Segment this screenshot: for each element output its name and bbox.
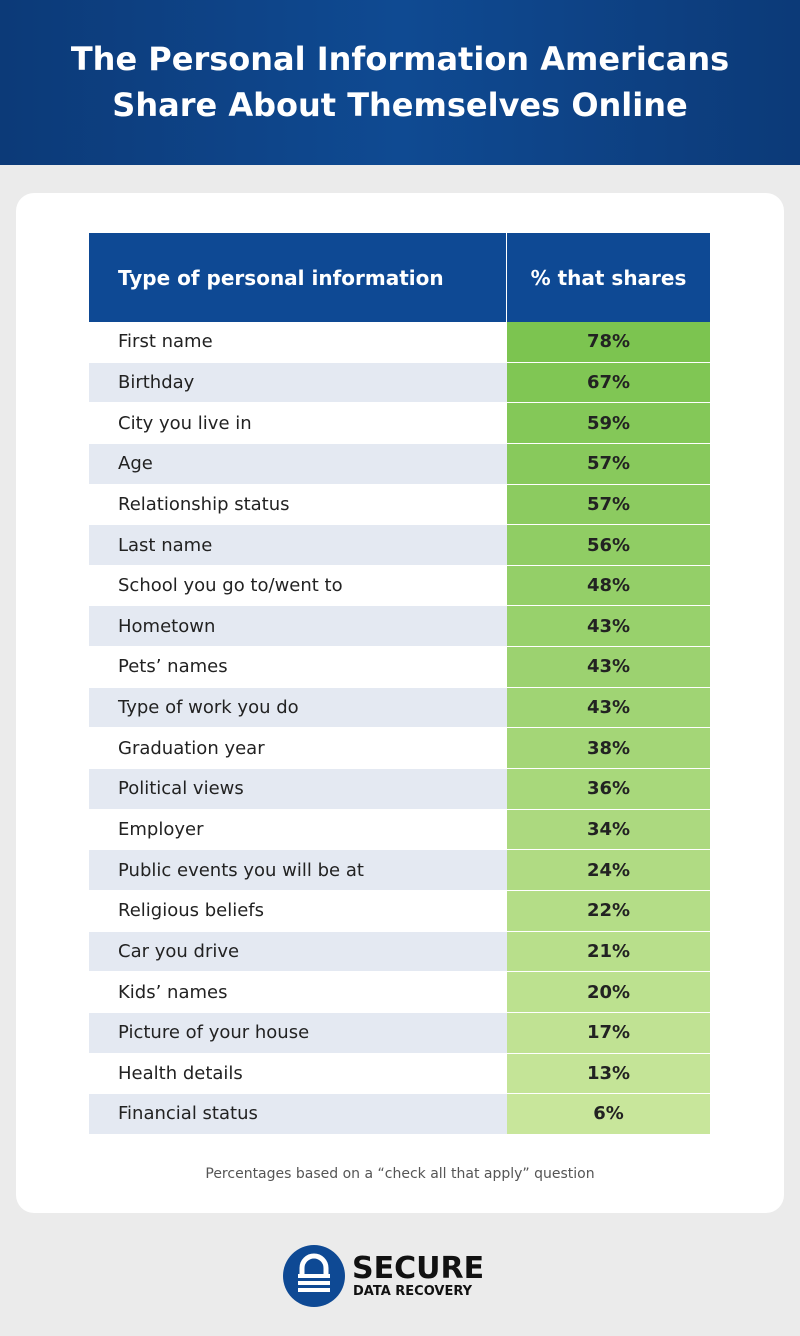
table-row: Relationship status 57% <box>89 484 710 526</box>
info-type: Birthday <box>89 362 507 404</box>
share-percent: 57% <box>507 484 710 526</box>
table-row: School you go to/went to 48% <box>89 565 710 607</box>
table-row: Kids’ names 20% <box>89 972 710 1013</box>
share-percent: 20% <box>507 972 710 1013</box>
info-type: Pets’ names <box>89 647 507 688</box>
info-type: Car you drive <box>89 931 507 973</box>
column-header: Type of personal information <box>89 233 507 322</box>
table-row: First name 78% <box>89 322 710 363</box>
title-line: The Personal Information Americans <box>70 40 730 78</box>
table-row: Last name 56% <box>89 525 710 566</box>
info-type: Type of work you do <box>89 687 507 729</box>
table: Type of personal information % that shar… <box>89 233 710 1135</box>
info-type: Picture of your house <box>89 1012 507 1054</box>
column-header: % that shares <box>530 265 687 290</box>
table-row: Picture of your house 17% <box>89 1012 710 1054</box>
footnote: Percentages based on a “check all that a… <box>205 1166 595 1182</box>
info-type: Public events you will be at <box>89 850 507 891</box>
table-row: Public events you will be at 24% <box>89 850 710 891</box>
info-type: Financial status <box>89 1094 507 1135</box>
table-row: City you live in 59% <box>89 403 710 444</box>
header: The Personal Information Americans Share… <box>0 0 800 165</box>
share-percent: 34% <box>507 809 710 851</box>
logo: SECURE DATA RECOVERY <box>283 1245 484 1307</box>
share-percent: 17% <box>507 1012 710 1054</box>
title-line: Share About Themselves Online <box>112 86 688 124</box>
share-percent: 6% <box>507 1094 710 1135</box>
share-percent: 59% <box>507 403 710 444</box>
info-type: City you live in <box>89 403 507 444</box>
share-percent: 48% <box>507 565 710 607</box>
table-row: Car you drive 21% <box>89 931 710 973</box>
share-percent: 57% <box>507 443 710 485</box>
share-percent: 43% <box>507 687 710 729</box>
table-row: Pets’ names 43% <box>89 647 710 688</box>
table-row: Age 57% <box>89 443 710 485</box>
share-percent: 67% <box>507 362 710 404</box>
table-row: Employer 34% <box>89 809 710 851</box>
info-type: Political views <box>89 769 507 810</box>
table-row: Health details 13% <box>89 1053 710 1095</box>
logo-name: SECURE <box>352 1251 484 1286</box>
table-row: Religious beliefs 22% <box>89 890 710 932</box>
share-percent: 13% <box>507 1053 710 1095</box>
share-percent: 43% <box>507 606 710 648</box>
table-row: Financial status 6% <box>89 1094 710 1135</box>
info-type: Employer <box>89 809 507 851</box>
share-percent: 56% <box>507 525 710 566</box>
table-row: Hometown 43% <box>89 606 710 648</box>
info-type: Last name <box>89 525 507 566</box>
share-percent: 38% <box>507 728 710 770</box>
logo-subname: DATA RECOVERY <box>353 1284 473 1299</box>
info-type: First name <box>89 322 507 363</box>
table-row: Graduation year 38% <box>89 728 710 770</box>
share-percent: 36% <box>507 769 710 810</box>
table-row: Type of work you do 43% <box>89 687 710 729</box>
share-percent: 24% <box>507 850 710 891</box>
share-percent: 21% <box>507 931 710 973</box>
info-type: Graduation year <box>89 728 507 770</box>
info-type: Hometown <box>89 606 507 648</box>
info-type: Kids’ names <box>89 972 507 1013</box>
share-percent: 43% <box>507 647 710 688</box>
info-type: Relationship status <box>89 484 507 526</box>
share-percent: 22% <box>507 890 710 932</box>
table-row: Birthday 67% <box>89 362 710 404</box>
info-type: Age <box>89 443 507 485</box>
table-header: Type of personal information % that shar… <box>89 233 710 322</box>
share-percent: 78% <box>507 322 710 363</box>
info-type: Religious beliefs <box>89 890 507 932</box>
info-type: School you go to/went to <box>89 565 507 607</box>
info-type: Health details <box>89 1053 507 1095</box>
table-row: Political views 36% <box>89 769 710 810</box>
